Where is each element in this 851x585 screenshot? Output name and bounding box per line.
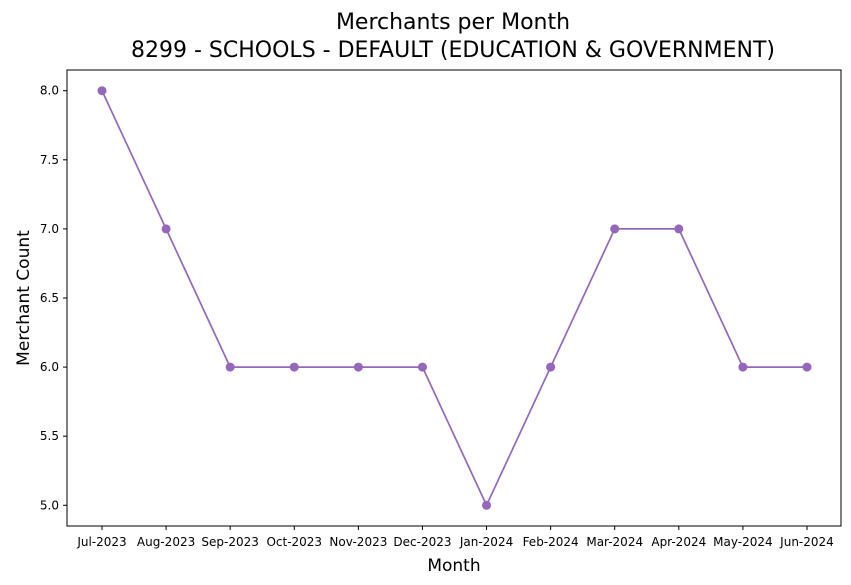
y-tick-label: 7.0 — [40, 222, 59, 236]
x-tick-label: Sep-2023 — [201, 535, 259, 549]
data-point — [225, 362, 235, 372]
x-tick-label: Jan-2024 — [459, 535, 513, 549]
x-tick-label: Mar-2024 — [586, 535, 643, 549]
chart-title: Merchants per Month — [336, 10, 570, 35]
data-point — [353, 362, 363, 372]
x-tick-label: Feb-2024 — [523, 535, 579, 549]
data-point — [161, 224, 171, 234]
data-point — [482, 500, 492, 510]
x-tick-label: Apr-2024 — [651, 535, 706, 549]
x-tick-label: Nov-2023 — [329, 535, 387, 549]
data-point — [738, 362, 748, 372]
series-line — [101, 90, 807, 507]
y-tick-label: 6.0 — [40, 360, 59, 374]
x-axis-label: Month — [427, 556, 480, 576]
chart-subtitle: 8299 - SCHOOLS - DEFAULT (EDUCATION & GO… — [131, 38, 775, 63]
data-point — [546, 362, 556, 372]
data-point — [289, 362, 299, 372]
data-point — [97, 86, 107, 96]
y-tick-label: 5.5 — [40, 429, 59, 443]
y-tick-label: 5.0 — [40, 498, 59, 512]
y-tick-label: 7.5 — [40, 153, 59, 167]
x-tick-label: May-2024 — [713, 535, 772, 549]
data-point — [802, 362, 812, 372]
data-point — [610, 224, 620, 234]
x-axis-ticks: Jul-2023 Aug-2023 Sep-2023 Oct-2023 Nov-2023… — [76, 526, 834, 549]
x-tick-label: Dec-2023 — [393, 535, 451, 549]
x-tick-label: Jul-2023 — [76, 535, 126, 549]
data-point — [674, 224, 684, 234]
x-tick-label: Oct-2023 — [266, 535, 322, 549]
y-axis-ticks: 5.0 5.5 6.0 6.5 7.0 7.5 8.0 — [40, 84, 67, 512]
data-point — [417, 362, 427, 372]
y-axis-label: Merchant Count — [14, 230, 34, 366]
x-tick-label: Aug-2023 — [137, 535, 195, 549]
series-group — [97, 86, 812, 510]
y-tick-label: 6.5 — [40, 291, 59, 305]
y-tick-label: 8.0 — [40, 84, 59, 98]
x-tick-label: Jun-2024 — [779, 535, 834, 549]
